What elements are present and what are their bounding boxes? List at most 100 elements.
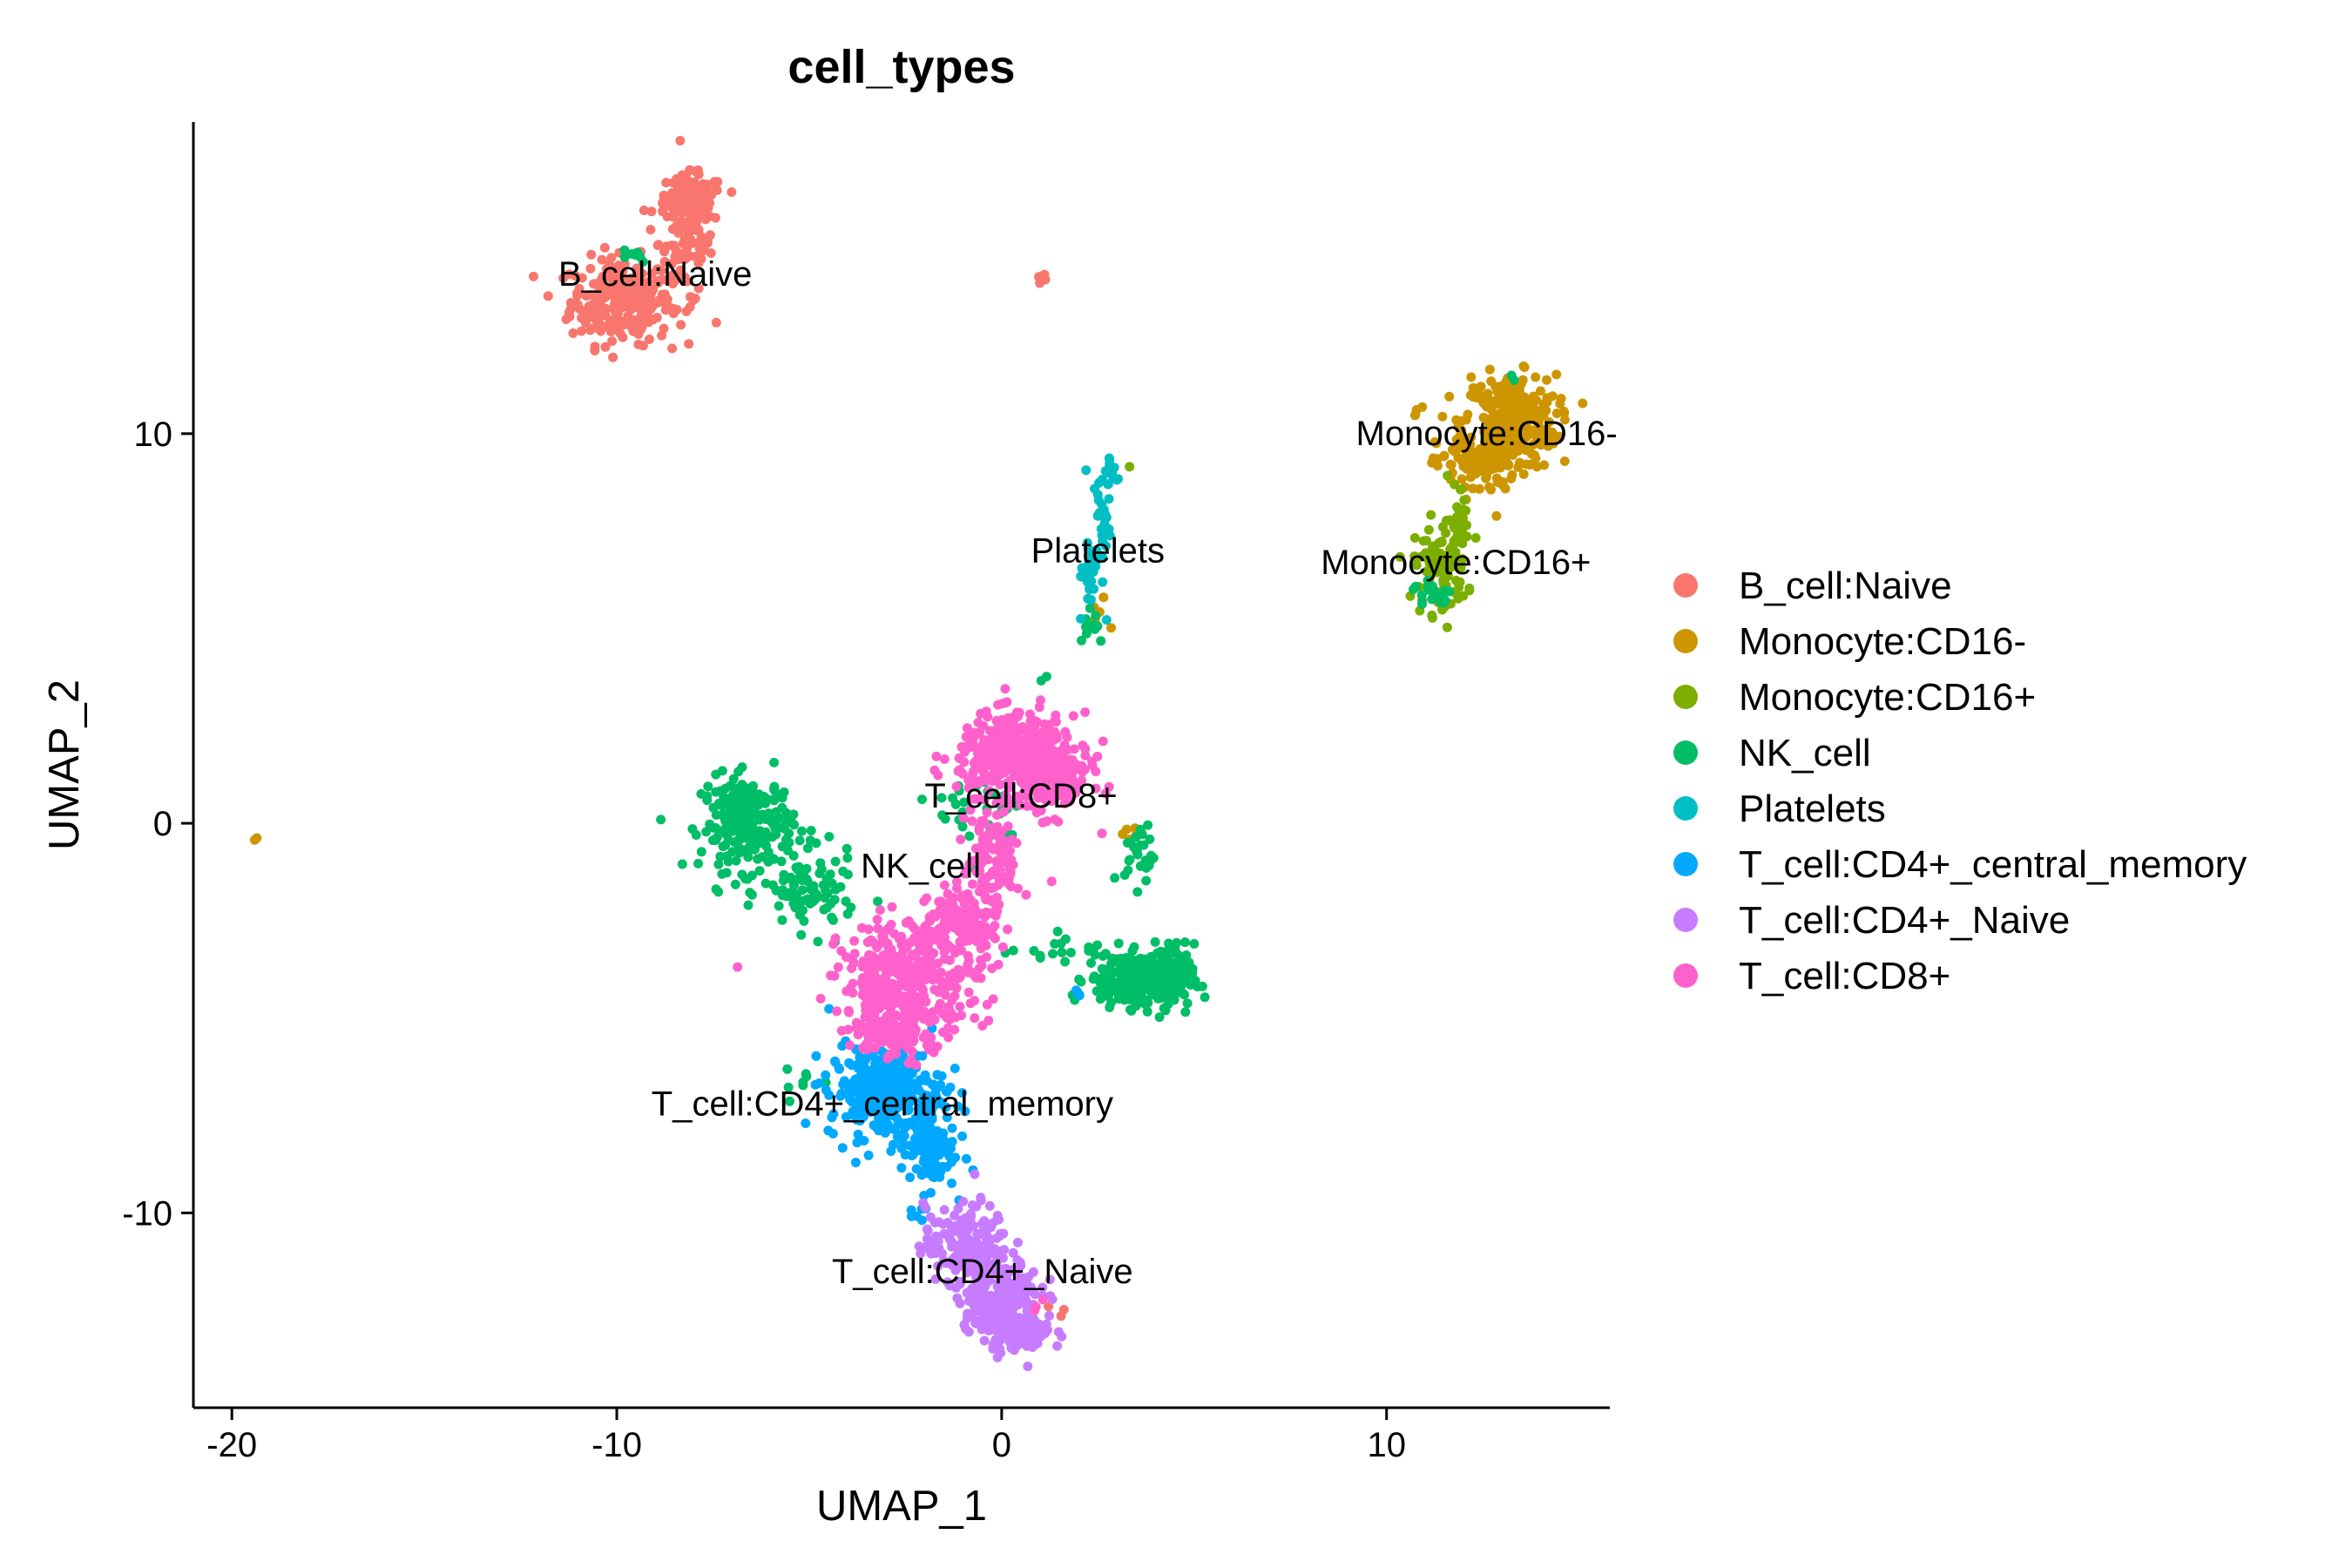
data-point — [720, 840, 731, 850]
data-point — [597, 254, 607, 265]
data-point — [978, 767, 989, 778]
data-point — [860, 1103, 870, 1113]
legend-label: T_cell:CD8+ — [1739, 955, 1950, 997]
data-point — [727, 847, 738, 857]
data-point — [1062, 789, 1072, 800]
data-point — [846, 902, 856, 913]
data-point — [979, 1335, 990, 1346]
data-point — [1530, 459, 1540, 470]
data-point — [703, 781, 713, 792]
data-point — [1082, 537, 1092, 548]
data-point — [978, 720, 989, 731]
data-point — [933, 1260, 943, 1271]
data-point — [1013, 883, 1024, 894]
data-point — [790, 902, 801, 913]
data-point — [888, 1110, 898, 1120]
cluster-label: T_cell:CD4+_central_memory — [652, 1085, 1113, 1124]
data-point — [1069, 782, 1079, 793]
data-point — [1004, 782, 1014, 793]
data-point — [669, 240, 679, 251]
data-point — [1518, 469, 1529, 479]
data-point — [623, 317, 633, 328]
data-point — [961, 866, 971, 876]
data-point — [1049, 767, 1059, 777]
data-point — [936, 1071, 947, 1081]
data-point — [777, 802, 787, 813]
data-point — [972, 1249, 983, 1260]
data-point — [896, 931, 907, 942]
data-point — [996, 827, 1006, 837]
data-point — [917, 1127, 928, 1138]
data-point — [857, 923, 867, 933]
data-point — [881, 1088, 891, 1098]
data-point — [681, 244, 692, 254]
data-point — [690, 166, 700, 177]
data-point — [652, 264, 662, 274]
data-point — [1169, 968, 1179, 978]
data-point — [1098, 552, 1108, 563]
data-point — [1004, 1336, 1015, 1347]
data-point — [668, 197, 679, 207]
data-point — [965, 998, 976, 1009]
data-point — [619, 245, 630, 255]
data-point — [1179, 937, 1190, 948]
data-point — [950, 1265, 961, 1275]
data-point — [729, 837, 740, 848]
data-point — [1060, 755, 1071, 766]
cluster-label: Monocyte:CD16- — [1356, 415, 1618, 453]
data-point — [875, 1059, 886, 1070]
data-point — [1435, 548, 1445, 558]
data-point — [837, 1143, 848, 1153]
data-point — [1559, 408, 1570, 418]
data-point — [1077, 775, 1087, 786]
data-point — [798, 1080, 808, 1091]
data-point — [657, 330, 667, 341]
data-point — [754, 800, 764, 810]
data-point — [565, 304, 576, 314]
data-point — [713, 859, 724, 869]
data-point — [686, 234, 696, 245]
data-point — [1095, 994, 1105, 1004]
data-point — [723, 856, 733, 867]
data-point — [802, 843, 813, 854]
data-point — [700, 214, 711, 225]
data-point — [1116, 988, 1126, 998]
data-point — [857, 1069, 868, 1079]
data-point — [731, 855, 741, 866]
data-point — [933, 987, 943, 997]
data-point — [930, 1274, 941, 1284]
data-point — [1143, 997, 1153, 1008]
data-point — [906, 1055, 916, 1064]
data-point — [861, 1039, 871, 1050]
data-point — [685, 202, 695, 213]
data-point — [1509, 438, 1519, 449]
data-point — [960, 1106, 970, 1117]
data-point — [833, 962, 843, 972]
data-point — [1466, 372, 1477, 382]
data-point — [1120, 974, 1131, 984]
data-point — [979, 939, 990, 950]
data-point — [730, 786, 740, 796]
data-point — [1085, 603, 1095, 613]
data-point — [947, 1178, 956, 1188]
data-point — [987, 963, 997, 974]
data-point — [905, 966, 916, 977]
data-point — [643, 281, 652, 292]
data-point — [930, 1152, 941, 1162]
data-point — [1022, 1280, 1032, 1289]
data-point — [1486, 404, 1496, 415]
data-point — [1427, 551, 1437, 561]
data-point — [619, 259, 630, 269]
data-point — [1037, 817, 1048, 828]
data-point — [1016, 800, 1026, 810]
data-point — [1098, 736, 1108, 747]
data-point — [1090, 624, 1100, 634]
data-point — [1068, 711, 1078, 721]
data-point — [1003, 857, 1013, 868]
data-point — [1097, 963, 1107, 974]
data-point — [1513, 462, 1524, 472]
data-point — [763, 847, 774, 857]
data-point — [909, 1021, 919, 1031]
data-point — [645, 225, 656, 235]
data-point — [842, 853, 853, 863]
